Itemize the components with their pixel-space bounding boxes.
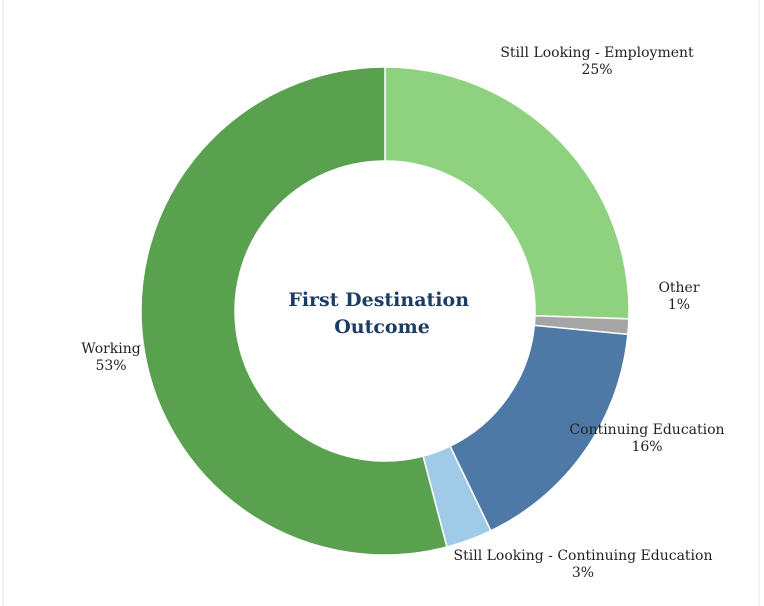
slice-label-percent: 53% [95,358,126,374]
slice-label-working: Working 53% [81,341,141,374]
slice-label-continuing-education: Continuing Education 16% [569,422,724,455]
slice-label-name: Continuing Education [569,422,724,438]
slice-label-name: Still Looking - Employment [500,45,694,61]
donut-slices [140,66,630,556]
slice-label-percent: 3% [572,565,594,581]
chart-title-line-1: First Destination [288,289,469,311]
slice-label-name: Other [658,280,699,296]
slice-label-percent: 25% [581,62,612,78]
slice-label-name: Working [81,341,141,357]
slice-label-name: Still Looking - Continuing Education [454,548,713,564]
slice-still-looking-employment [384,66,630,320]
slice-working [140,66,448,556]
slice-label-still-looking-employment: Still Looking - Employment 25% [500,45,694,78]
chart-title: First Destination Outcome [288,289,475,338]
slice-label-other: Other 1% [658,280,699,313]
chart-title-line-2: Outcome [334,316,430,338]
slice-label-percent: 1% [668,297,690,313]
slice-label-still-looking-continuing-education: Still Looking - Continuing Education 3% [454,548,713,581]
slice-labels: Still Looking - Employment 25% Other 1% Cont… [81,45,724,581]
slice-label-percent: 16% [631,439,662,455]
